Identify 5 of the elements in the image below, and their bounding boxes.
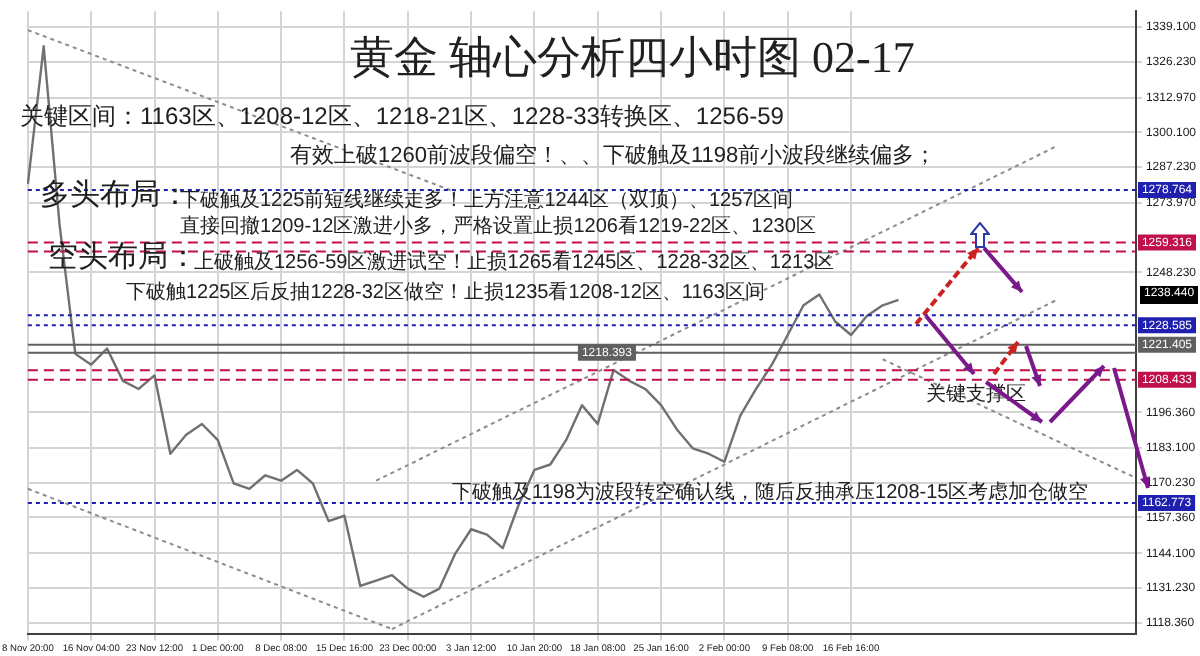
text: 黄金 轴心分析四小时图 02-17: [350, 30, 915, 86]
annotation: 有效上破1260前波段偏空！、、下破触及1198前小波段继续偏多；: [290, 144, 937, 169]
annotation: 下破触1225区后反抽1228-32区做空！止损1235看1208-12区、1163区间: [126, 282, 765, 304]
annotation: 直接回撤1209-12区激进小多，严格设置止损1206看1219-22区、1230区: [180, 216, 816, 238]
annotation: 上破触及1256-59区激进试空！止损1265看1245区、1228-32区、1213区: [194, 252, 835, 274]
